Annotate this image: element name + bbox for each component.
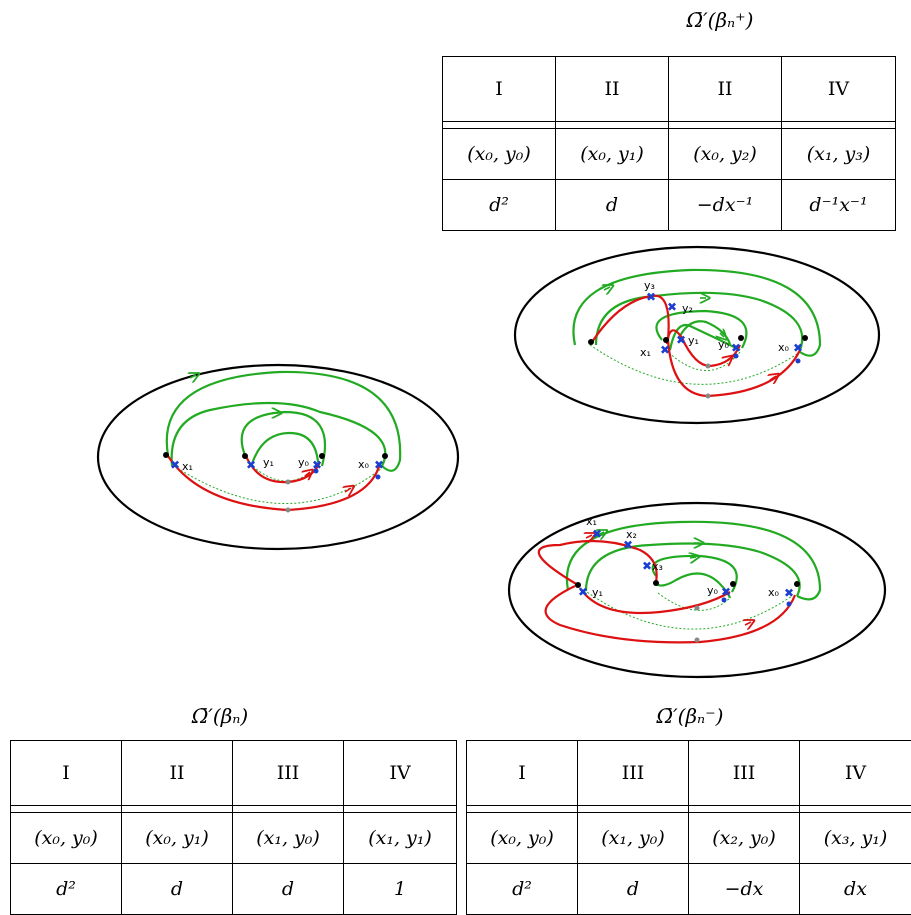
green-curve-outer [567,522,820,600]
svg-text:✖: ✖ [676,333,686,347]
label-y1: y₁ [592,586,603,599]
diagram-bottom-right: ✖ ✖ ✖ ✖ ✖ ✖ x₁ x₂ x₃ y₁ y₀ x₀ [509,503,885,677]
label-y1: y₁ [263,456,274,469]
label-y1: y₁ [688,334,699,347]
green-curve-outer [167,372,400,471]
label-x2: x₂ [626,528,637,541]
svg-text:✖: ✖ [374,458,384,472]
label-y3: y₃ [644,279,655,292]
svg-text:✖: ✖ [246,458,256,472]
svg-text:✖: ✖ [660,343,670,357]
label-y0: y₀ [298,456,310,469]
svg-text:✖: ✖ [592,527,602,541]
label-x0: x₀ [768,586,780,599]
label-x0: x₀ [358,458,370,471]
svg-text:✖: ✖ [731,341,741,355]
label-y2: y₂ [682,302,693,315]
surface-outline [98,365,458,549]
label-y0: y₀ [707,584,719,597]
red-curve-outer [168,456,380,510]
green-curve-4 [654,573,730,598]
svg-text:✖: ✖ [646,290,656,304]
svg-text:✖: ✖ [170,458,180,472]
label-x1: x₁ [640,346,651,359]
label-x0: x₀ [778,341,790,354]
label-x1: x₁ [182,460,193,473]
label-y0: y₀ [718,338,730,351]
svg-text:✖: ✖ [312,458,322,472]
svg-text:✖: ✖ [667,300,677,314]
svg-text:✖: ✖ [793,341,803,355]
label-x1: x₁ [586,515,597,528]
svg-text:✖: ✖ [642,559,652,573]
svg-text:✖: ✖ [578,585,588,599]
svg-text:✖: ✖ [721,585,731,599]
diagram-left: ✖ ✖ ✖ ✖ x₁ y₁ y₀ x₀ [98,365,458,549]
label-x3: x₃ [652,560,663,573]
svg-text:✖: ✖ [784,586,794,600]
diagram-top-right: ✖ ✖ ✖ ✖ ✖ ✖ y₃ y₂ y₁ x₁ y₀ x₀ [515,247,879,423]
